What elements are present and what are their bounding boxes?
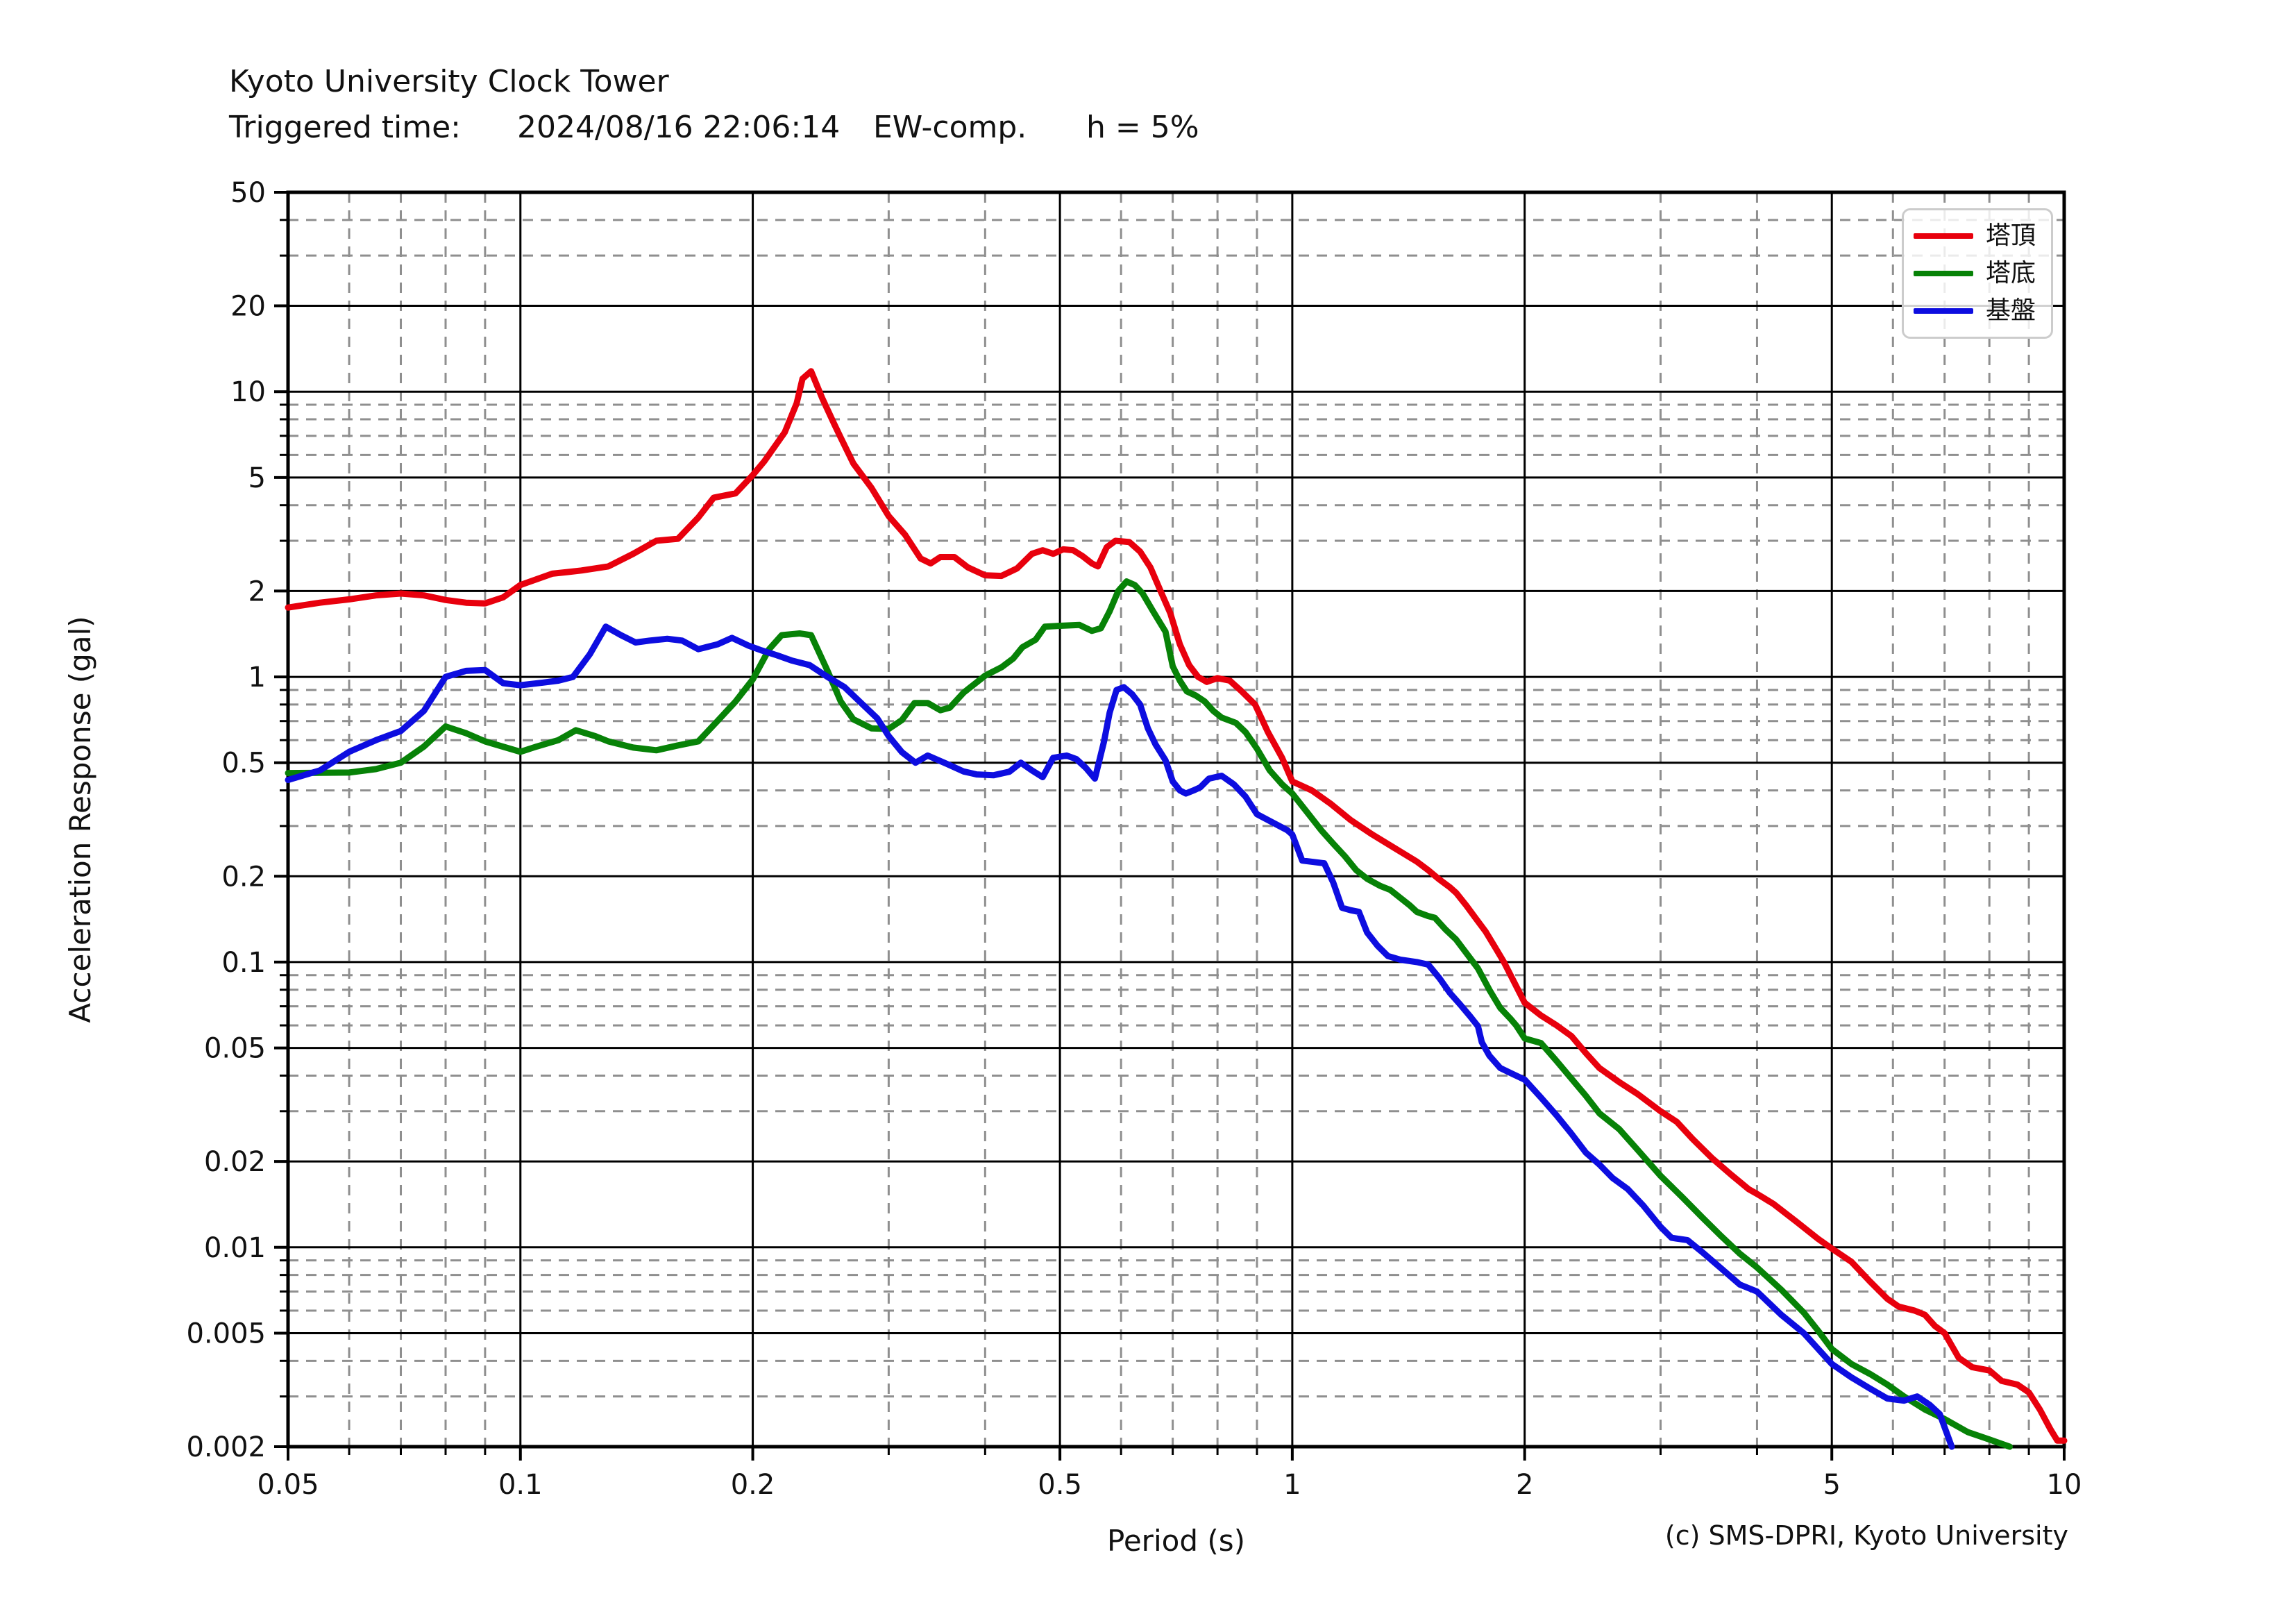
legend-label: 塔頂 [1986,221,2036,250]
legend-line-swatch [1914,308,1973,314]
x-axis-title: Period (s) [1107,1524,1245,1558]
legend-line-swatch [1914,271,1973,276]
x-tick-label: 5 [1823,1469,1840,1501]
plot-border [286,190,2066,1449]
series-塔底 [285,578,2013,1450]
copyright-text: (c) SMS-DPRI, Kyoto University [1664,1520,2068,1551]
y-tick-label: 0.2 [221,861,266,893]
y-tick-label: 0.002 [186,1431,266,1463]
x-tick-label: 2 [1516,1469,1533,1501]
triggered-time-value: 2024/08/16 22:06:14 [517,110,841,145]
y-tick-label: 0.1 [221,947,266,979]
y-tick-label: 50 [230,177,266,209]
y-axis-title: Acceleration Response (gal) [63,616,97,1023]
legend-label: 塔底 [1986,259,2036,287]
y-tick-label: 0.005 [186,1318,266,1349]
legend: 塔頂 塔底 基盤 [1902,208,2053,339]
x-tick-label: 10 [2047,1469,2082,1501]
series-塔頂 [285,368,2068,1444]
x-tick-label: 0.1 [498,1469,543,1501]
legend-entry: 基盤 [1914,298,2041,323]
damping-label: h = 5% [1086,110,1199,145]
y-tick-label: 1 [248,662,266,693]
legend-line-swatch [1914,233,1973,239]
component-label: EW-comp. [873,110,1027,145]
y-tick-label: 0.5 [221,748,266,780]
x-tick-label: 0.05 [257,1469,319,1501]
y-tick-label: 5 [248,462,266,494]
y-tick-label: 2 [248,575,266,607]
legend-entry: 塔底 [1914,261,2041,286]
y-tick-label: 10 [230,376,266,408]
y-tick-label: 0.05 [204,1033,266,1065]
y-tick-label: 20 [230,291,266,323]
legend-entry: 塔頂 [1914,224,2041,249]
triggered-time-label: Triggered time: [229,110,461,145]
y-tick-label: 0.01 [204,1232,266,1264]
x-tick-label: 0.2 [731,1469,775,1501]
y-tick-label: 0.02 [204,1146,266,1178]
chart-title: Kyoto University Clock Tower [229,64,669,99]
legend-label: 基盤 [1986,296,2036,325]
x-tick-label: 0.5 [1038,1469,1082,1501]
series-基盤 [285,623,1955,1450]
x-tick-label: 1 [1283,1469,1301,1501]
